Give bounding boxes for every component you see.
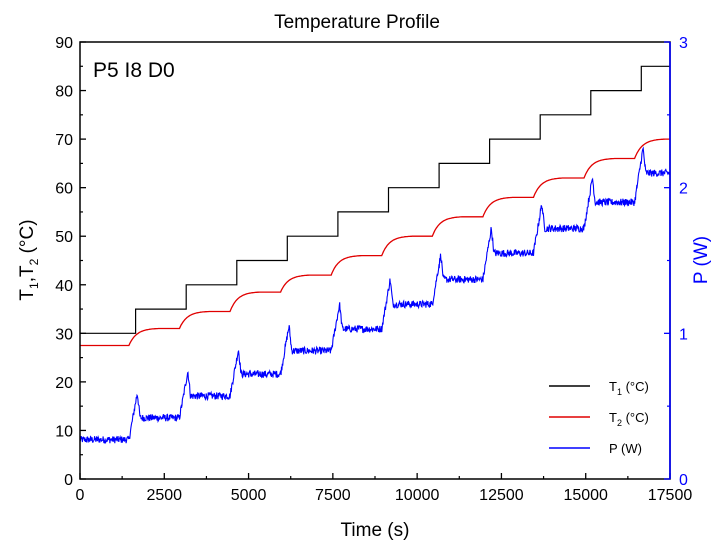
ylabel-sub-2: 2 bbox=[27, 258, 41, 265]
chart-title: Temperature Profile bbox=[274, 12, 440, 33]
legend-label-main: P (W) bbox=[609, 441, 642, 456]
x-tick-label: 0 bbox=[76, 487, 85, 504]
ylabel-tail: (°C) bbox=[17, 219, 38, 258]
x-tick-label: 5000 bbox=[231, 487, 267, 504]
legend: T1 (°C)T2 (°C)P (W) bbox=[549, 379, 649, 456]
ylabel-sep: ,T bbox=[17, 265, 38, 282]
x-tick-label: 2500 bbox=[146, 487, 182, 504]
legend-label-main: T bbox=[609, 410, 617, 425]
left-y-axis-ticks: 0 10 20 30 40 50 60 70 80 90 bbox=[55, 35, 86, 489]
series-line-t2 bbox=[80, 138, 670, 347]
ylabel-main: T bbox=[17, 289, 38, 301]
legend-label-t2: T2 (°C) bbox=[609, 410, 649, 428]
right-y-axis-label: P (W) bbox=[691, 236, 712, 284]
left-y-tick-label: 20 bbox=[55, 375, 73, 392]
series-layer bbox=[79, 65, 671, 445]
right-y-tick-label: 2 bbox=[679, 181, 688, 198]
series-line-p bbox=[79, 146, 671, 445]
left-y-tick-label: 30 bbox=[55, 326, 73, 343]
left-y-tick-label: 10 bbox=[55, 423, 73, 440]
left-y-tick-label: 90 bbox=[55, 35, 73, 52]
series-line-t1 bbox=[80, 65, 670, 334]
legend-label-sub: 2 bbox=[617, 418, 622, 428]
legend-label-tail: (°C) bbox=[622, 379, 649, 394]
right-y-tick-label: 1 bbox=[679, 326, 688, 343]
left-y-tick-label: 40 bbox=[55, 278, 73, 295]
left-y-axis-label: T1,T2 (°C) bbox=[17, 219, 41, 300]
right-y-tick-label: 3 bbox=[679, 35, 688, 52]
legend-label-tail: (°C) bbox=[622, 410, 649, 425]
left-y-tick-label: 70 bbox=[55, 132, 73, 149]
run-annotation: P5 I8 D0 bbox=[93, 59, 175, 82]
ylabel-sub-1: 1 bbox=[27, 282, 41, 289]
legend-label-p: P (W) bbox=[609, 441, 642, 456]
left-y-tick-label: 60 bbox=[55, 181, 73, 198]
legend-label-sub: 1 bbox=[617, 387, 622, 397]
left-y-tick-label: 50 bbox=[55, 229, 73, 246]
right-y-axis-ticks: 0 1 2 3 bbox=[664, 35, 688, 489]
x-tick-label: 15000 bbox=[563, 487, 608, 504]
left-y-tick-label: 80 bbox=[55, 84, 73, 101]
legend-label-main: T bbox=[609, 379, 617, 394]
legend-label-t1: T1 (°C) bbox=[609, 379, 649, 397]
x-tick-label: 12500 bbox=[479, 487, 524, 504]
x-tick-label: 17500 bbox=[648, 487, 693, 504]
left-y-tick-label: 0 bbox=[64, 472, 73, 489]
x-tick-label: 10000 bbox=[395, 487, 440, 504]
right-y-tick-label: 0 bbox=[679, 472, 688, 489]
x-axis-label: Time (s) bbox=[341, 520, 410, 541]
x-tick-label: 7500 bbox=[315, 487, 351, 504]
plot-frame bbox=[79, 41, 671, 480]
x-axis-ticks: 0 2500 5000 7500 10000 12500 15000 17500 bbox=[76, 473, 693, 504]
